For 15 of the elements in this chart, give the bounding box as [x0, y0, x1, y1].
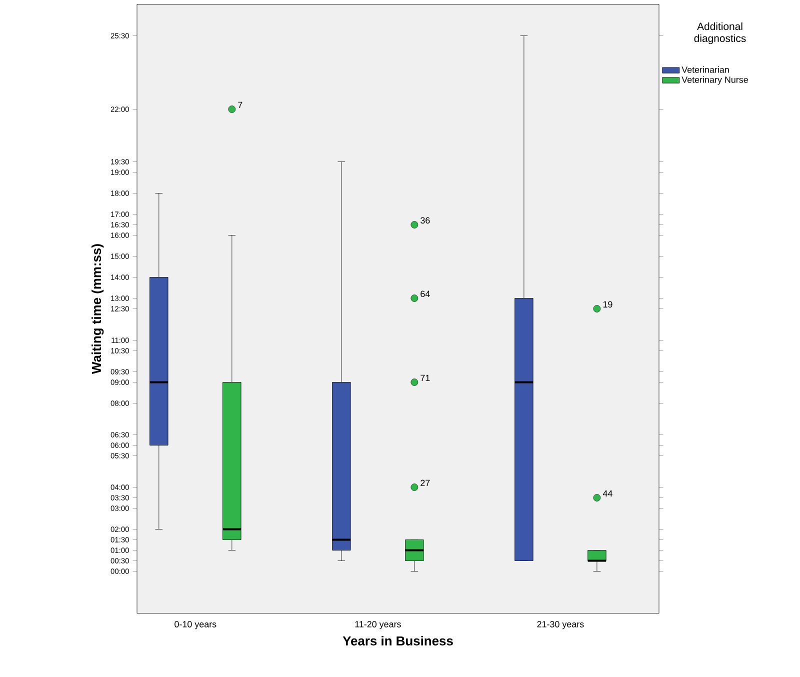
annotation: 19 — [603, 301, 612, 308]
annotation: 36 — [420, 217, 430, 224]
legend-label: Veterinary Nurse — [682, 76, 748, 84]
legend-title: Additional diagnostics — [694, 22, 746, 44]
annotation: 44 — [602, 490, 612, 496]
x-axis-title: Years in Business — [342, 636, 453, 646]
annotation: 71 — [420, 374, 430, 381]
annotation: 7 — [238, 102, 242, 108]
x-tick-label: 21-30 years — [537, 620, 584, 630]
annotation: 64 — [420, 290, 430, 297]
y-axis-title: Waiting time (mm:ss) — [92, 244, 104, 374]
x-tick-label: 0-10 years — [174, 620, 216, 630]
annotation: 27 — [420, 480, 430, 486]
legend-label: Veterinarian — [682, 66, 729, 73]
x-tick-label: 11-20 years — [355, 620, 401, 630]
